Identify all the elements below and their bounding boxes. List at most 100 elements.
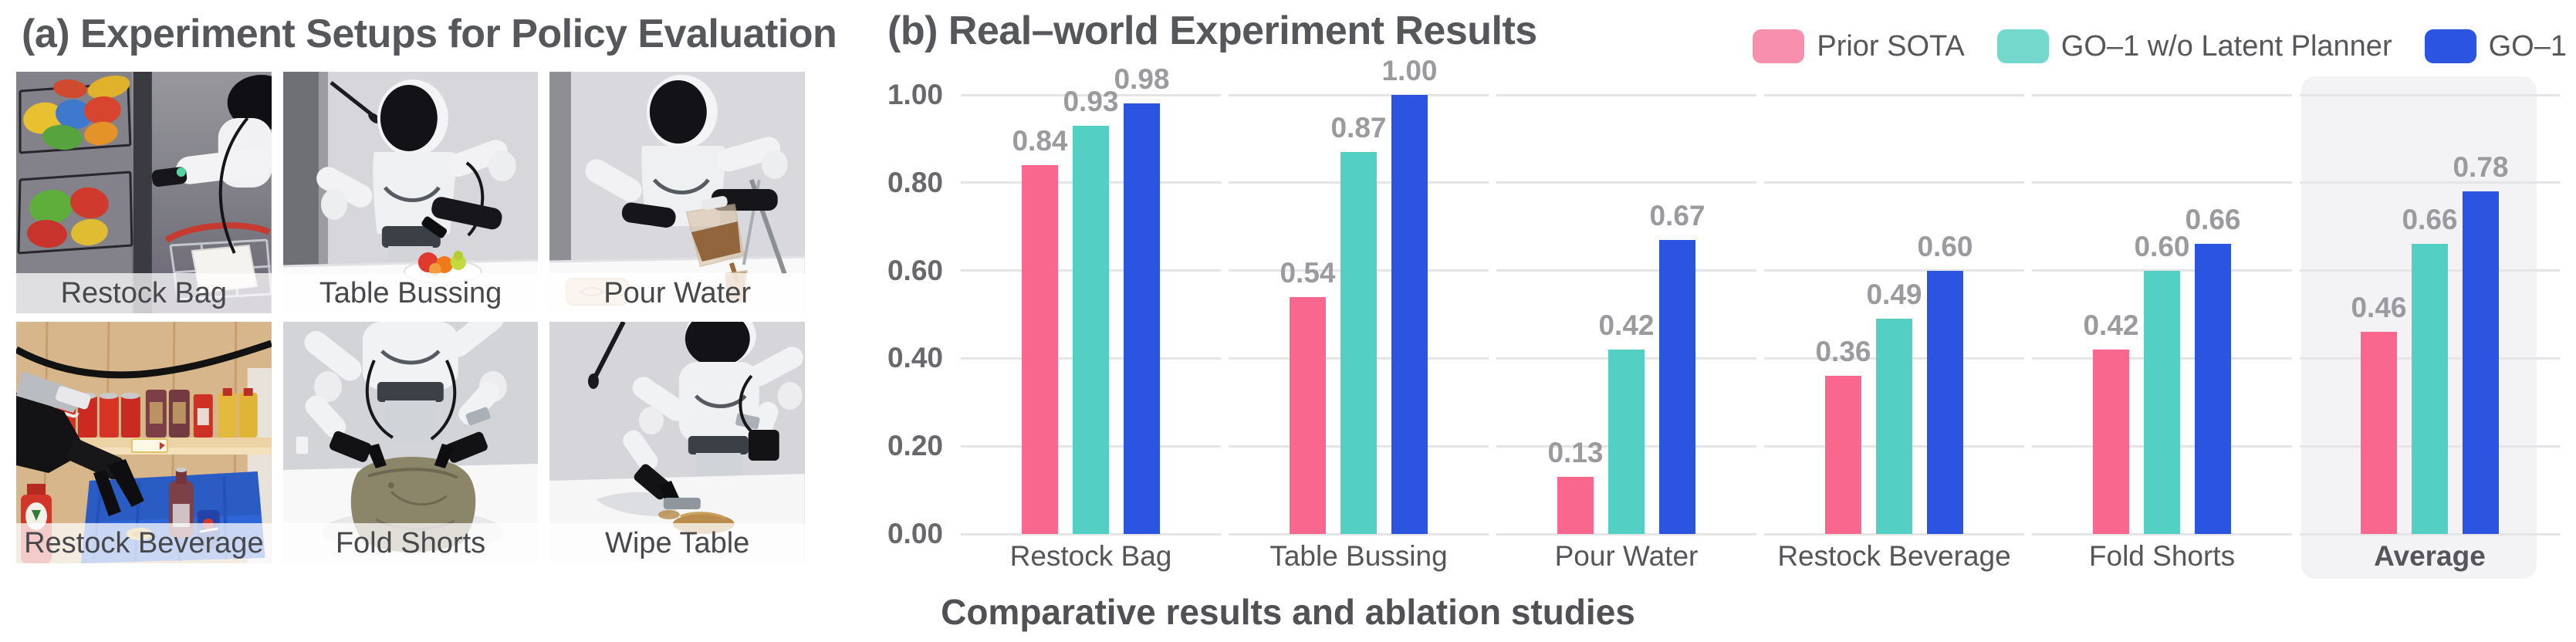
category-label: Fold Shorts (2088, 540, 2236, 572)
photo-pour-water: Pour Water (549, 72, 805, 313)
legend-item-prior-sota: Prior SOTA (1753, 29, 1965, 63)
gridline (1496, 93, 1756, 96)
bar-prior-sota (1557, 477, 1594, 534)
category-label: Restock Beverage (1777, 540, 2011, 572)
bar-go-1 (1124, 103, 1160, 534)
bar-value-label: 0.66 (2185, 204, 2241, 236)
legend-label-go1: GO–1 (2488, 29, 2567, 63)
photo-label-restock-beverage: Restock Beverage (16, 523, 272, 563)
y-tick-label: 0.20 (887, 430, 943, 462)
gridline (2032, 93, 2292, 96)
bar-prior-sota (1825, 376, 1861, 534)
chart-facet-pour-water: 0.13 0.42 0.67 Pour Water (1496, 93, 1756, 572)
photo-restock-bag: Restock Bag (16, 72, 272, 313)
y-tick-label: 0.80 (887, 166, 943, 198)
bar-go-1-w-o-latent-planner (1608, 350, 1645, 534)
category-label: Pour Water (1554, 540, 1699, 572)
gridline (2300, 93, 2560, 96)
bar-prior-sota (1022, 165, 1058, 534)
gridline (2032, 532, 2292, 536)
gridline (2300, 532, 2560, 536)
legend-label-prior-sota: Prior SOTA (1817, 29, 1965, 63)
chart-facet-restock-beverage: 0.36 0.49 0.60 Restock Beverage (1764, 93, 2024, 572)
bar-go-1 (2463, 191, 2499, 534)
bar-value-label: 0.13 (1547, 437, 1604, 469)
bar-go-1 (2195, 244, 2231, 534)
bar-value-label: 0.78 (2453, 151, 2509, 184)
figure-caption: Comparative results and ablation studies (941, 592, 1635, 632)
chart-facet-table-bussing: 0.54 0.87 1.00 Table Bussing (1229, 55, 1489, 572)
photo-restock-beverage: Restock Beverage (16, 322, 272, 563)
chart-legend: Prior SOTA GO–1 w/o Latent Planner GO–1 (1753, 29, 2567, 63)
category-label: Restock Bag (1009, 540, 1172, 572)
bar-value-label: 0.67 (1649, 199, 1706, 231)
legend-item-go1-wo-latent-planner: GO–1 w/o Latent Planner (1996, 29, 2392, 63)
gridline (961, 93, 1221, 96)
bar-value-label: 0.98 (1114, 63, 1170, 96)
gridline (961, 532, 1221, 536)
chart-facet-restock-bag: 0.84 0.93 0.98 Restock Bag (961, 63, 1221, 572)
photo-label-wipe-table: Wipe Table (549, 523, 805, 563)
gridline (1496, 269, 1756, 272)
photo-wipe-table: Wipe Table (549, 322, 805, 563)
gridline (2032, 181, 2292, 184)
bar-go-1-w-o-latent-planner (1876, 319, 1912, 534)
bar-go-1-w-o-latent-planner (2144, 270, 2180, 534)
legend-label-go1-wo-latent-planner: GO–1 w/o Latent Planner (2060, 29, 2392, 63)
photo-label-restock-bag: Restock Bag (16, 273, 272, 313)
bar-value-label: 0.87 (1330, 111, 1387, 144)
bar-go-1 (1391, 95, 1428, 534)
gridline (1764, 181, 2024, 184)
bar-go-1 (1927, 270, 1963, 534)
bar-value-label: 0.66 (2402, 204, 2458, 236)
bar-go-1-w-o-latent-planner (2412, 244, 2448, 534)
bar-value-label: 0.36 (1815, 336, 1871, 368)
experiment-photo-grid: Restock Bag (16, 72, 805, 563)
gridline (1229, 93, 1489, 96)
gridline (1496, 532, 1756, 536)
gridline (2300, 181, 2560, 184)
legend-swatch-go1 (2424, 29, 2476, 63)
bar-value-label: 0.49 (1866, 279, 1922, 311)
panel-a-title: (a) Experiment Setups for Policy Evaluat… (22, 12, 837, 56)
y-tick-label: 0.00 (887, 518, 943, 549)
category-label: Average (2374, 540, 2486, 572)
y-tick-label: 1.00 (887, 79, 943, 110)
chart-facet-fold-shorts: 0.42 0.60 0.66 Fold Shorts (2032, 93, 2292, 572)
gridline (1764, 532, 2024, 536)
photo-fold-shorts: Fold Shorts (282, 322, 539, 563)
gridline (1496, 181, 1756, 184)
bar-value-label: 0.42 (2083, 309, 2139, 342)
bar-prior-sota (1290, 296, 1326, 534)
legend-swatch-prior-sota (1753, 29, 1805, 63)
photo-label-pour-water: Pour Water (549, 273, 805, 313)
bar-value-label: 0.60 (1917, 230, 1973, 262)
gridline (1764, 269, 2024, 272)
bar-prior-sota (2093, 350, 2129, 534)
gridline (1764, 93, 2024, 96)
bar-go-1-w-o-latent-planner (1073, 125, 1109, 534)
photo-label-fold-shorts: Fold Shorts (282, 523, 539, 563)
bar-value-label: 0.54 (1280, 256, 1336, 289)
photo-table-bussing: Table Bussing (282, 72, 539, 313)
y-tick-label: 0.40 (887, 342, 943, 374)
legend-item-go1: GO–1 (2424, 29, 2567, 63)
bar-prior-sota (2361, 332, 2397, 534)
bar-value-label: 1.00 (1381, 55, 1438, 86)
bar-value-label: 0.93 (1063, 85, 1119, 117)
category-label: Table Bussing (1269, 540, 1448, 572)
y-tick-label: 0.60 (887, 254, 943, 286)
bar-go-1 (1659, 239, 1695, 534)
photo-label-table-bussing: Table Bussing (282, 273, 539, 313)
bar-value-label: 0.46 (2351, 292, 2407, 324)
bar-value-label: 0.84 (1012, 125, 1068, 157)
panel-b-title: (b) Real–world Experiment Results (887, 8, 1537, 53)
bar-value-label: 0.42 (1598, 309, 1655, 342)
gridline (1229, 532, 1489, 536)
restock-bag-image (16, 72, 272, 313)
bar-go-1-w-o-latent-planner (1340, 151, 1377, 534)
bar-value-label: 0.60 (2134, 230, 2190, 262)
chart-facet-average: 0.46 0.66 0.78 Average (2300, 76, 2560, 579)
